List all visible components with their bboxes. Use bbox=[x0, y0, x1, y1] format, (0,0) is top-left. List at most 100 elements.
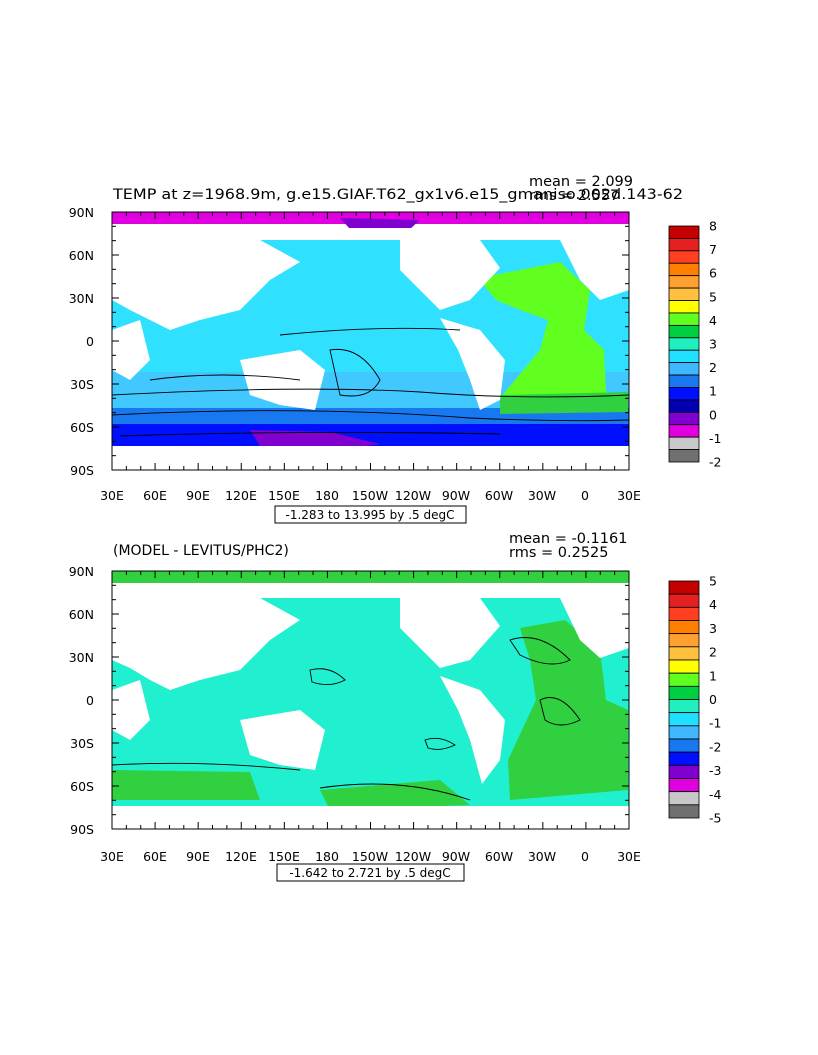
colorbar-swatch bbox=[668, 399, 700, 413]
colorbar-label: 4 bbox=[709, 313, 717, 328]
bottom-south-america bbox=[440, 676, 505, 784]
bottom-australia bbox=[240, 710, 325, 770]
colorbar-label: -3 bbox=[709, 763, 721, 778]
bottom-lat-label: 30N bbox=[69, 650, 94, 665]
bottom-lon-label: 120W bbox=[395, 849, 431, 864]
bottom-contour-3 bbox=[309, 668, 346, 685]
bottom-eurasia bbox=[112, 598, 300, 690]
colorbar-swatch bbox=[668, 699, 700, 714]
colorbar-label: 5 bbox=[709, 289, 717, 304]
bottom-lat-label: 0 bbox=[86, 693, 94, 708]
top-lat-label: 90N bbox=[69, 205, 94, 220]
top-contour-info: -1.283 to 13.995 by .5 degC bbox=[286, 508, 455, 522]
bottom-map bbox=[111, 570, 630, 830]
top-acc-band bbox=[112, 408, 629, 426]
colorbar-swatch bbox=[668, 593, 700, 608]
top-lon-label: 0 bbox=[581, 488, 589, 503]
bottom-lon-label: 120E bbox=[225, 849, 257, 864]
bottom-lon-label: 90E bbox=[186, 849, 210, 864]
colorbar-swatch bbox=[668, 672, 700, 687]
bottom-lat-label: 30S bbox=[70, 736, 94, 751]
top-lat-label: 90S bbox=[70, 463, 94, 478]
bottom-arctic-land bbox=[112, 583, 629, 598]
colorbar-swatch bbox=[668, 633, 700, 648]
bottom-contour-4 bbox=[424, 737, 456, 750]
colorbar-swatch bbox=[668, 620, 700, 635]
colorbar-swatch bbox=[668, 659, 700, 674]
top-mean: mean = 2.099 bbox=[529, 174, 633, 190]
colorbar-label: 4 bbox=[709, 597, 717, 612]
bottom-lon-label: 0 bbox=[581, 849, 589, 864]
top-contour-5 bbox=[279, 327, 461, 336]
bottom-colorbar: 5 4 3 2 1 0 -1 -2 -3 -4 -5 bbox=[668, 574, 722, 826]
colorbar-label: 3 bbox=[709, 621, 717, 636]
colorbar-swatch bbox=[668, 791, 700, 806]
bottom-panel: mean = -0.1161 (MODEL - LEVITUS/PHC2) rm… bbox=[69, 531, 722, 882]
bottom-lat-label: 90S bbox=[70, 822, 94, 837]
colorbar-swatch bbox=[668, 300, 700, 314]
bottom-lat-labels: 90N 60N 30N 0 30S 60S 90S bbox=[69, 564, 94, 837]
colorbar-swatch bbox=[668, 804, 700, 819]
colorbar-swatch bbox=[668, 374, 700, 388]
bottom-lon-label: 150W bbox=[352, 849, 388, 864]
top-info-box bbox=[274, 505, 467, 524]
top-colorbar: 8 7 6 5 4 3 2 1 0 -1 -2 bbox=[668, 219, 721, 470]
colorbar-swatch bbox=[668, 725, 700, 740]
colorbar-swatch bbox=[668, 312, 700, 326]
top-lon-labels: 30E 60E 90E 120E 150E 180 150W 120W 90W … bbox=[100, 488, 641, 503]
top-australia bbox=[240, 350, 325, 410]
bottom-contour-6 bbox=[319, 783, 471, 801]
bottom-lat-label: 60N bbox=[69, 607, 94, 622]
top-south-america bbox=[440, 318, 505, 410]
colorbar-swatch bbox=[668, 685, 700, 700]
top-europe bbox=[560, 240, 629, 300]
top-eurasia bbox=[112, 240, 300, 330]
top-contour-2 bbox=[112, 410, 629, 422]
colorbar-swatch bbox=[668, 580, 700, 595]
top-atlantic bbox=[478, 262, 628, 410]
top-arctic-land bbox=[112, 228, 629, 240]
colorbar-swatch bbox=[668, 411, 700, 426]
top-lon-label: 90W bbox=[442, 488, 470, 503]
colorbar-label: 6 bbox=[709, 266, 717, 281]
bottom-lat-label: 90N bbox=[69, 564, 94, 579]
colorbar-label: 0 bbox=[709, 407, 717, 422]
colorbar-label: -5 bbox=[709, 811, 721, 826]
colorbar-label: 1 bbox=[709, 668, 717, 683]
colorbar-swatch bbox=[668, 238, 700, 252]
colorbar-swatch bbox=[668, 275, 700, 289]
top-lat-label: 60N bbox=[69, 248, 94, 263]
colorbar-swatch bbox=[668, 262, 700, 277]
top-south-atlantic bbox=[500, 392, 628, 414]
bottom-europe bbox=[560, 598, 629, 658]
bottom-lon-label: 150E bbox=[268, 849, 300, 864]
colorbar-swatch bbox=[668, 324, 700, 339]
bottom-lon-label: 60E bbox=[143, 849, 167, 864]
top-lon-label: 30W bbox=[528, 488, 556, 503]
colorbar-label: -2 bbox=[709, 455, 721, 470]
top-contour-1 bbox=[112, 388, 629, 398]
colorbar-swatch bbox=[668, 387, 700, 401]
bottom-contour-1 bbox=[509, 637, 571, 665]
top-title: TEMP at z=1968.9m, g.e15.GIAF.T62_gx1v6.… bbox=[112, 187, 683, 203]
colorbar-swatch bbox=[668, 337, 700, 351]
top-lat-labels: 90N 60N 30N 0 30S 60S 90S bbox=[69, 205, 94, 478]
colorbar-swatch bbox=[668, 362, 700, 376]
colorbar-label: 2 bbox=[709, 360, 717, 375]
top-lat-label: 60S bbox=[70, 420, 94, 435]
colorbar-swatch bbox=[668, 764, 700, 779]
bottom-rms: rms = 0.2525 bbox=[509, 545, 609, 561]
colorbar-swatch bbox=[668, 349, 700, 364]
colorbar-swatch bbox=[668, 424, 700, 438]
top-lon-label: 150W bbox=[352, 488, 388, 503]
top-africa bbox=[112, 320, 150, 380]
top-lon-label: 180 bbox=[315, 488, 339, 503]
bottom-title: (MODEL - LEVITUS/PHC2) bbox=[113, 543, 289, 559]
top-ross-sea bbox=[250, 430, 380, 450]
colorbar-label: 0 bbox=[709, 692, 717, 707]
top-lat-label: 0 bbox=[86, 334, 94, 349]
colorbar-swatch bbox=[668, 436, 700, 450]
colorbar-swatch bbox=[668, 778, 700, 793]
colorbar-label: -4 bbox=[709, 787, 722, 802]
bottom-lon-label: 180 bbox=[315, 849, 339, 864]
